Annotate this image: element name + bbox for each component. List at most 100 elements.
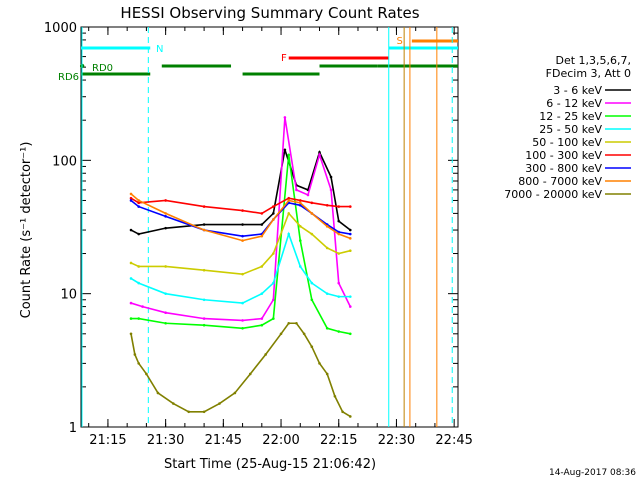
data-point: [164, 292, 167, 295]
legend-label: 50 - 100 keV: [532, 136, 602, 149]
legend-label: 7000 - 20000 keV: [504, 188, 602, 201]
data-point: [137, 232, 141, 236]
series-line: [130, 211, 351, 275]
annotation-label: RD6: [58, 72, 79, 83]
data-point: [348, 305, 352, 308]
data-point: [295, 321, 298, 325]
x-tick-label: 22:15: [320, 433, 357, 448]
data-point: [348, 205, 352, 208]
data-point: [337, 232, 341, 236]
data-point: [272, 218, 275, 221]
data-point: [133, 353, 137, 356]
data-point: [287, 199, 291, 202]
data-point: [287, 212, 291, 215]
data-point: [260, 223, 264, 226]
data-point: [137, 265, 141, 268]
data-point: [325, 292, 329, 295]
data-point: [283, 116, 287, 119]
legend-label: 3 - 6 keV: [553, 84, 602, 97]
x-axis-label: Start Time (25-Aug-15 21:06:42): [164, 457, 376, 472]
data-point: [164, 212, 167, 215]
data-point: [241, 234, 244, 238]
data-point: [129, 199, 133, 202]
legend-label: 12 - 25 keV: [539, 110, 602, 123]
data-point: [348, 228, 352, 232]
data-point: [260, 317, 264, 320]
data-point: [348, 249, 352, 253]
data-point: [272, 298, 275, 302]
x-tick-label: 22:00: [262, 433, 299, 448]
data-point: [164, 311, 167, 314]
data-point: [202, 228, 206, 232]
data-point: [137, 205, 141, 208]
data-point: [337, 219, 341, 223]
annotation-label: N: [156, 44, 163, 55]
data-point: [348, 237, 352, 240]
legend-label: 6 - 12 keV: [546, 97, 602, 110]
data-point: [337, 252, 341, 255]
data-point: [260, 265, 264, 268]
axis-ticks: 21:15 21:30 21:45 22:00 22:15 22:30 22:45 1 10 10…: [44, 21, 473, 448]
data-point: [129, 277, 133, 280]
series-line: [130, 322, 351, 418]
data-point: [156, 391, 160, 395]
data-point: [333, 394, 337, 398]
annotation-label: S: [396, 36, 402, 47]
series-line: [131, 154, 351, 335]
data-point: [129, 301, 133, 305]
data-point: [318, 153, 321, 157]
data-point: [233, 391, 237, 395]
annotations: N F S RD0 RD6: [58, 36, 403, 83]
data-point: [298, 199, 302, 202]
data-point: [310, 345, 314, 349]
legend-header: FDecim 3, Att 0: [546, 67, 631, 80]
series-line: [130, 149, 351, 235]
x-tick-label: 21:15: [89, 433, 126, 448]
y-tick-label: 10: [60, 288, 77, 303]
data-point: [337, 281, 341, 285]
data-point: [348, 295, 352, 298]
legend-label: 300 - 800 keV: [525, 162, 602, 175]
legend-label: 100 - 300 keV: [525, 149, 602, 162]
data-point: [241, 209, 244, 212]
legend: Det 1,3,5,6,7,FDecim 3, Att 0 3 - 6 keV6 …: [504, 54, 631, 201]
data-point: [129, 261, 133, 265]
data-point: [325, 225, 329, 228]
data-point: [287, 232, 291, 236]
legend-header: Det 1,3,5,6,7,: [555, 54, 631, 67]
data-point: [287, 196, 291, 200]
state-bars: [79, 27, 458, 427]
data-point: [260, 323, 264, 327]
data-point: [341, 410, 344, 414]
data-point: [306, 193, 310, 197]
data-point: [260, 234, 264, 238]
data-point: [287, 321, 291, 325]
x-tick-label: 21:45: [205, 433, 242, 448]
data-point: [325, 246, 329, 250]
data-point: [302, 332, 306, 336]
data-point: [129, 192, 133, 196]
data-point: [241, 319, 244, 322]
data-point: [129, 196, 133, 200]
data-point: [164, 321, 167, 325]
data-point: [279, 332, 283, 336]
data-point: [298, 265, 302, 268]
data-point: [137, 281, 141, 285]
data-point: [272, 212, 275, 215]
data-point: [325, 326, 329, 330]
legend-label: 25 - 50 keV: [539, 123, 602, 136]
data-point: [145, 372, 148, 376]
data-point: [295, 188, 298, 192]
data-point: [325, 372, 329, 376]
data-point: [241, 239, 244, 242]
data-point: [298, 201, 302, 205]
data-point: [318, 362, 321, 365]
x-tick-label: 22:30: [378, 433, 415, 448]
data-point: [298, 225, 302, 228]
data-point: [202, 317, 206, 320]
x-tick-label: 22:45: [435, 433, 472, 448]
data-point: [164, 265, 167, 268]
data-point: [329, 175, 333, 179]
data-point: [283, 148, 287, 152]
